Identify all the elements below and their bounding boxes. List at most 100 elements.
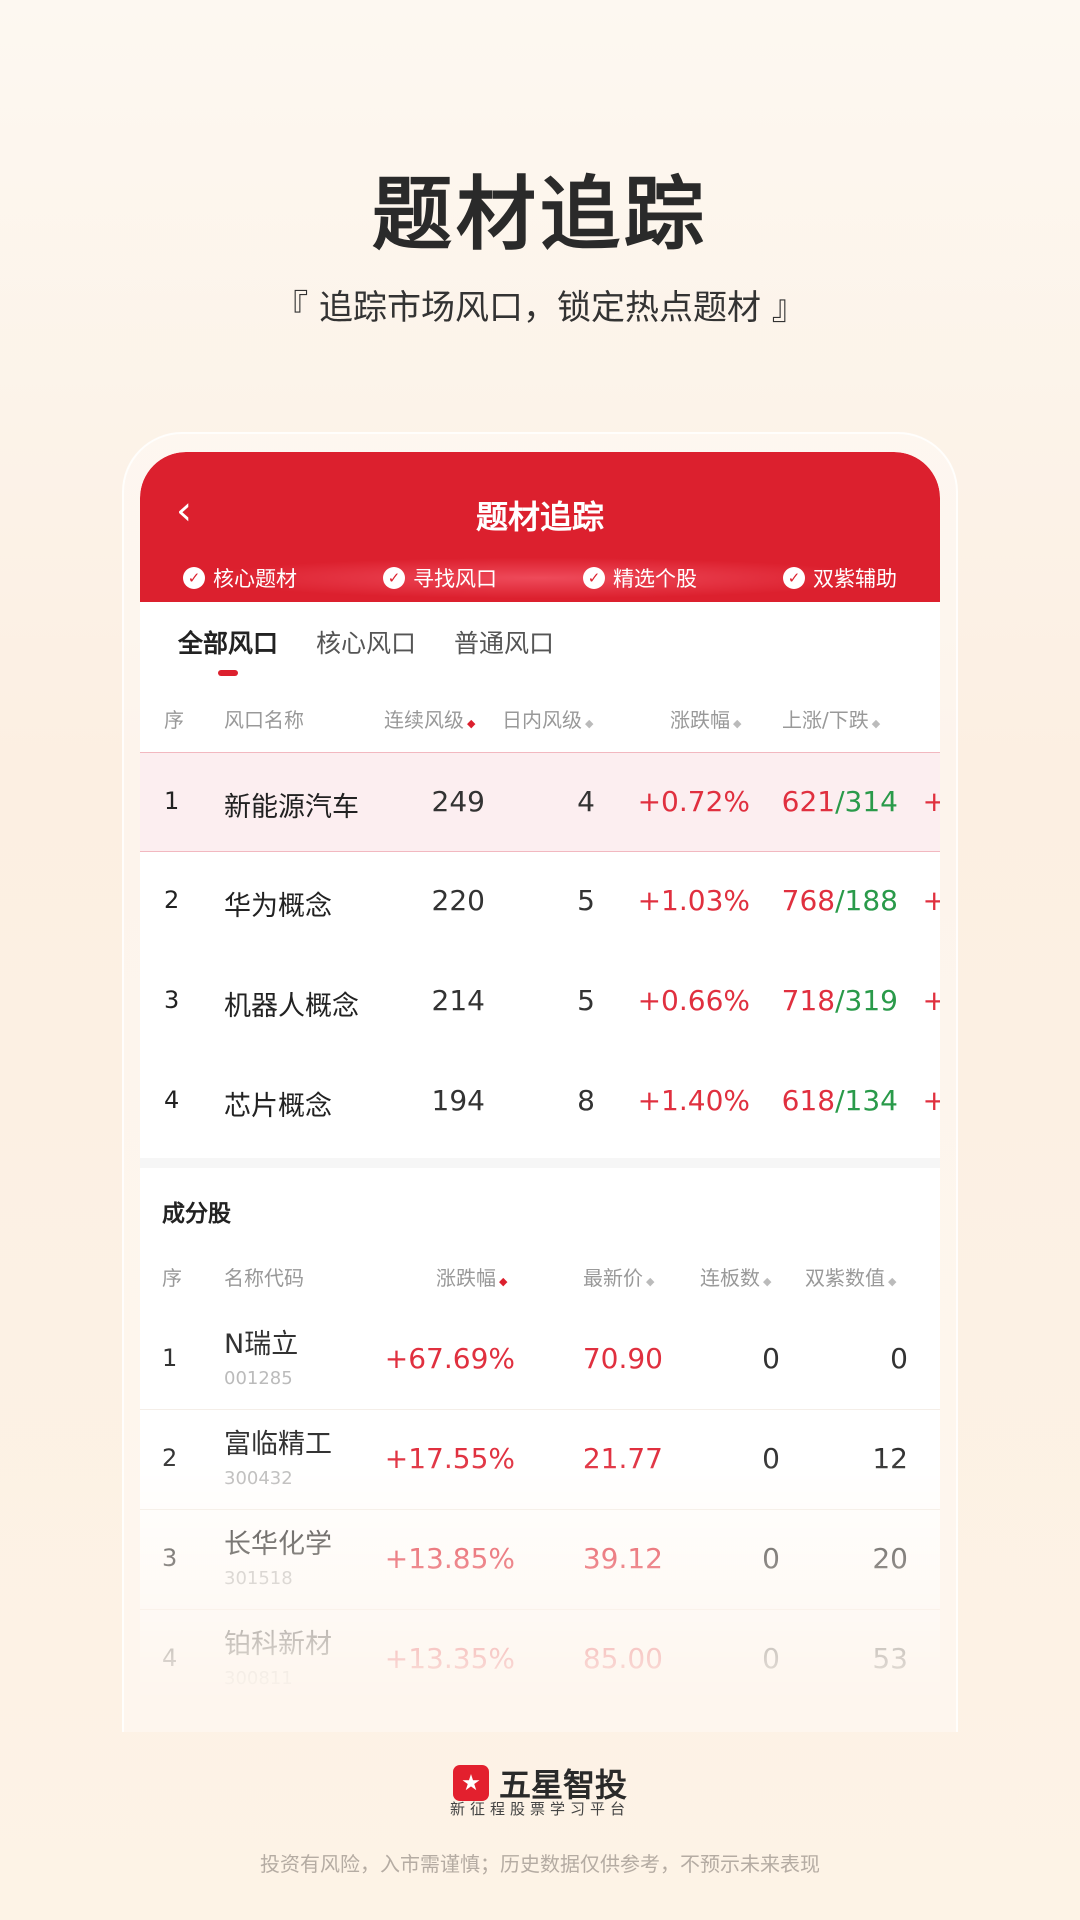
row-index: 4 xyxy=(164,1086,180,1114)
board-count: 0 xyxy=(762,1442,780,1475)
app-title: 题材追踪 xyxy=(475,498,604,536)
purple-value: 53 xyxy=(872,1642,908,1675)
col-change[interactable]: 涨跌幅 ◆ xyxy=(670,708,742,732)
latest-price: 70.90 xyxy=(582,1342,663,1375)
sort-icon: ◆ xyxy=(646,1275,655,1288)
check-icon: ✓ xyxy=(583,567,605,589)
feature-item: ✓ 核心题材 xyxy=(183,563,297,593)
brand-logo: ★ 五星智投 xyxy=(0,1760,1080,1806)
row-index: 3 xyxy=(164,986,180,1014)
check-icon: ✓ xyxy=(783,567,805,589)
brand-name: 五星智投 xyxy=(498,1766,627,1804)
latest-price: 39.12 xyxy=(582,1542,663,1575)
col-name: 风口名称 xyxy=(224,708,304,732)
row-index: 3 xyxy=(162,1544,178,1572)
feature-item: ✓ 精选个股 xyxy=(583,563,697,593)
stock-row[interactable]: 2 富临精工 300432 +17.55% 21.77 0 12 xyxy=(140,1410,940,1510)
up-down-count: 768/188 xyxy=(781,884,898,917)
streak-level: 214 xyxy=(431,984,485,1017)
col-index: 序 xyxy=(164,708,184,732)
theme-name: 芯片概念 xyxy=(224,1091,332,1122)
change-pct: +17.55% xyxy=(384,1442,515,1475)
sort-icon: ◆ xyxy=(585,717,594,730)
row-index: 4 xyxy=(162,1644,178,1672)
up-down-count: 618/134 xyxy=(781,1084,898,1117)
stock-name: 铂科新材 xyxy=(224,1629,332,1660)
row-index: 1 xyxy=(164,787,180,815)
theme-name: 华为概念 xyxy=(224,891,332,922)
theme-list: 1 新能源汽车 249 4 +0.72% 621/314 + 2 华为概念 22… xyxy=(140,752,940,1152)
theme-row[interactable]: 1 新能源汽车 249 4 +0.72% 621/314 + xyxy=(140,752,940,852)
stock-list: 1 N瑞立 001285 +67.69% 70.90 0 0 2 富临精工 30… xyxy=(140,1310,940,1710)
theme-name: 机器人概念 xyxy=(224,991,359,1022)
change-pct: +1.03% xyxy=(637,884,750,917)
col-updown[interactable]: 上涨/下跌 ◆ xyxy=(782,708,881,732)
intraday-level: 4 xyxy=(577,785,595,818)
tab-normal[interactable]: 普通风口 xyxy=(454,629,555,658)
col-change[interactable]: 涨跌幅 ◆ xyxy=(436,1266,508,1290)
hero-subtitle: 『 追踪市场风口，锁定热点题材 』 xyxy=(274,288,806,328)
row-index: 1 xyxy=(162,1344,178,1372)
row-index: 2 xyxy=(162,1444,178,1472)
change-pct: +0.66% xyxy=(637,984,750,1017)
theme-row[interactable]: 3 机器人概念 214 5 +0.66% 718/319 + xyxy=(164,984,940,1022)
change-pct: +13.35% xyxy=(384,1642,515,1675)
brand-slogan: 新征程股票学习平台 xyxy=(449,1800,630,1818)
stock-table-header: 序 名称代码 涨跌幅 ◆ 最新价 ◆ 连板数 ◆ 双紫数值 ◆ xyxy=(140,1238,940,1310)
stock-row[interactable]: 1 N瑞立 001285 +67.69% 70.90 0 0 xyxy=(140,1310,940,1410)
col-streak[interactable]: 连续风级 ◆ xyxy=(384,708,476,732)
intraday-level: 8 xyxy=(577,1084,595,1117)
star-chart-icon: ★ xyxy=(452,1765,489,1801)
up-down-count: 718/319 xyxy=(781,984,898,1017)
sort-icon: ◆ xyxy=(763,1275,772,1288)
col-price[interactable]: 最新价 ◆ xyxy=(583,1266,655,1290)
change-pct: +67.69% xyxy=(384,1342,515,1375)
latest-price: 85.00 xyxy=(582,1642,663,1675)
col-intraday[interactable]: 日内风级 ◆ xyxy=(502,708,594,732)
change-pct: +1.40% xyxy=(637,1084,750,1117)
hero-title: 题材追踪 xyxy=(372,168,708,261)
theme-row[interactable]: 4 芯片概念 194 8 +1.40% 618/134 + xyxy=(164,1084,940,1122)
section-title: 成分股 xyxy=(162,1201,231,1227)
stock-row[interactable]: 4 铂科新材 300811 +13.35% 85.00 0 53 xyxy=(140,1610,940,1710)
stock-code: 300432 xyxy=(224,1468,293,1489)
purple-value: 0 xyxy=(890,1342,908,1375)
stock-name: 富临精工 xyxy=(224,1429,332,1460)
col-name-code: 名称代码 xyxy=(224,1266,304,1290)
tab-core[interactable]: 核心风口 xyxy=(316,629,417,658)
stock-code: 001285 xyxy=(224,1368,293,1389)
col-index: 序 xyxy=(162,1266,182,1290)
tab-all[interactable]: 全部风口 xyxy=(178,624,278,680)
feature-item: ✓ 寻找风口 xyxy=(383,563,497,593)
streak-level: 220 xyxy=(431,884,485,917)
sort-icon: ◆ xyxy=(888,1275,897,1288)
col-boards[interactable]: 连板数 ◆ xyxy=(700,1266,772,1290)
row-index: 2 xyxy=(164,886,180,914)
check-icon: ✓ xyxy=(383,567,405,589)
app-screen: ‹ 题材追踪 ✓ 核心题材 ✓ 寻找风口 ✓ 精选个股 ✓ 双紫辅助 全部风口 核心风口… xyxy=(140,452,940,1712)
chevron-left-icon[interactable]: ‹ xyxy=(176,488,192,534)
tab-bar: 全部风口 核心风口 普通风口 xyxy=(140,602,940,680)
stock-row[interactable]: 3 长华化学 301518 +13.85% 39.12 0 20 xyxy=(140,1510,940,1610)
purple-value: 12 xyxy=(872,1442,908,1475)
stock-code: 300811 xyxy=(224,1668,293,1689)
change-pct: +13.85% xyxy=(384,1542,515,1575)
sort-icon: ◆ xyxy=(871,717,881,730)
theme-name: 新能源汽车 xyxy=(224,792,359,823)
stock-name: 长华化学 xyxy=(224,1529,332,1560)
intraday-level: 5 xyxy=(577,884,595,917)
constituents-section: 成分股 序 名称代码 涨跌幅 ◆ 最新价 ◆ 连板数 ◆ 双紫数值 ◆ 1 N瑞立 00… xyxy=(140,1158,940,1710)
theme-row[interactable]: 2 华为概念 220 5 +1.03% 768/188 + xyxy=(164,884,940,922)
col-purple[interactable]: 双紫数值 ◆ xyxy=(805,1266,897,1290)
disclaimer: 投资有风险，入市需谨慎；历史数据仅供参考，不预示未来表现 xyxy=(260,1852,820,1876)
sort-icon: ◆ xyxy=(467,717,476,730)
stock-name: N瑞立 xyxy=(224,1329,299,1360)
latest-price: 21.77 xyxy=(582,1442,663,1475)
sort-icon: ◆ xyxy=(733,717,742,730)
stock-code: 301518 xyxy=(224,1568,293,1589)
theme-table-header: 序 风口名称 连续风级 ◆ 日内风级 ◆ 涨跌幅 ◆ 上涨/下跌 ◆ xyxy=(140,680,940,752)
intraday-level: 5 xyxy=(577,984,595,1017)
feature-strip: ✓ 核心题材 ✓ 寻找风口 ✓ 精选个股 ✓ 双紫辅助 xyxy=(140,554,940,602)
app-header: ‹ 题材追踪 ✓ 核心题材 ✓ 寻找风口 ✓ 精选个股 ✓ 双紫辅助 xyxy=(140,452,940,602)
feature-item: ✓ 双紫辅助 xyxy=(783,563,897,593)
